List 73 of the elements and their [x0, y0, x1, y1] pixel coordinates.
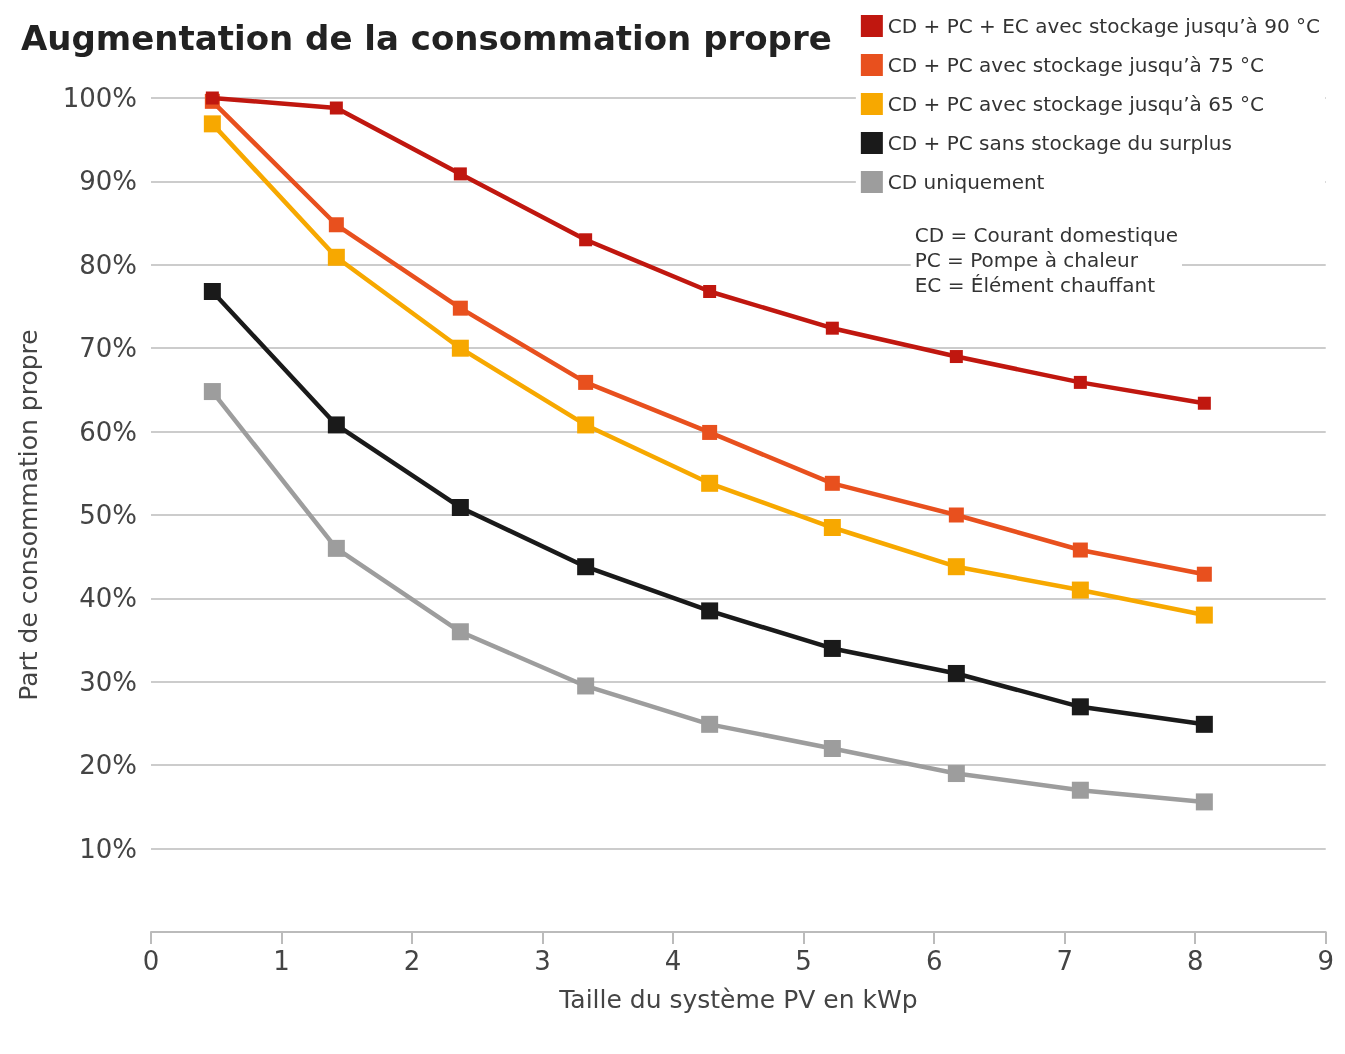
point [1072, 542, 1088, 558]
legend-label: CD + PC avec stockage jusqu’à 75 °C [887, 53, 1264, 77]
legend-label: CD + PC + EC avec stockage jusqu’à 90 °C [887, 14, 1321, 38]
point [823, 519, 841, 537]
point [451, 623, 469, 641]
point [577, 416, 595, 434]
x-tick-label: 2 [403, 946, 421, 976]
y-tick-label: 90% [79, 166, 137, 197]
point [947, 664, 965, 682]
point [1071, 698, 1089, 716]
point [452, 300, 468, 316]
legend-label: CD uniquement [887, 170, 1045, 194]
y-tick-label: 50% [79, 500, 137, 530]
point [328, 217, 344, 233]
y-tick-label: 100% [62, 83, 137, 113]
x-tick-label: 4 [664, 946, 682, 976]
y-tick-label: 80% [79, 249, 137, 280]
y-tick-label: 60% [79, 416, 137, 447]
legend-label: CD + PC sans stockage du surplus [887, 131, 1232, 155]
point [825, 321, 839, 335]
point [327, 539, 345, 557]
point [947, 558, 965, 576]
point [1195, 606, 1213, 624]
point [451, 339, 469, 357]
x-tick-label: 1 [273, 946, 290, 976]
x-tick-label: 3 [534, 946, 551, 976]
point [703, 284, 717, 298]
point [1195, 793, 1213, 811]
point [579, 233, 593, 247]
point [824, 475, 840, 491]
point [329, 101, 343, 115]
point [1196, 566, 1212, 582]
point [701, 602, 719, 620]
x-tick-label: 9 [1317, 946, 1334, 976]
point [453, 167, 467, 181]
annotation: CD = Courant domestique PC = Pompe à chaleur EC = Élément chauffant [914, 222, 1178, 297]
point [1071, 581, 1089, 599]
y-axis-title: Part de consommation propre [14, 329, 43, 701]
chart-title: Augmentation de la consommation propre [21, 18, 832, 58]
point [203, 383, 221, 401]
point [823, 639, 841, 657]
point [1073, 375, 1087, 389]
point [203, 115, 221, 133]
point [327, 416, 345, 434]
point [327, 248, 345, 266]
y-tick-label: 30% [79, 666, 137, 697]
point [1195, 715, 1213, 733]
point [577, 558, 595, 576]
x-axis-title: Taille du système PV en kWp [558, 985, 918, 1014]
point [578, 374, 594, 390]
point [949, 350, 963, 364]
point [203, 282, 221, 300]
point [701, 474, 719, 492]
x-tick-label: 7 [1056, 946, 1073, 976]
point [702, 424, 718, 440]
x-tick-label: 0 [142, 946, 160, 976]
y-tick-label: 70% [79, 333, 137, 364]
x-tick-label: 6 [925, 946, 943, 976]
legend-label: CD + PC avec stockage jusqu’à 65 °C [887, 92, 1264, 116]
point [577, 677, 595, 695]
point [1197, 396, 1211, 410]
point [823, 740, 841, 758]
point [1071, 781, 1089, 799]
y-tick-label: 40% [79, 583, 137, 614]
y-tick-label: 20% [79, 750, 137, 781]
point [451, 498, 469, 516]
point [948, 507, 964, 523]
point [205, 91, 219, 105]
point [701, 715, 719, 733]
x-tick-label: 5 [795, 946, 812, 976]
x-tick-label: 8 [1186, 946, 1204, 976]
y-tick-label: 10% [79, 833, 137, 864]
point [947, 765, 965, 783]
